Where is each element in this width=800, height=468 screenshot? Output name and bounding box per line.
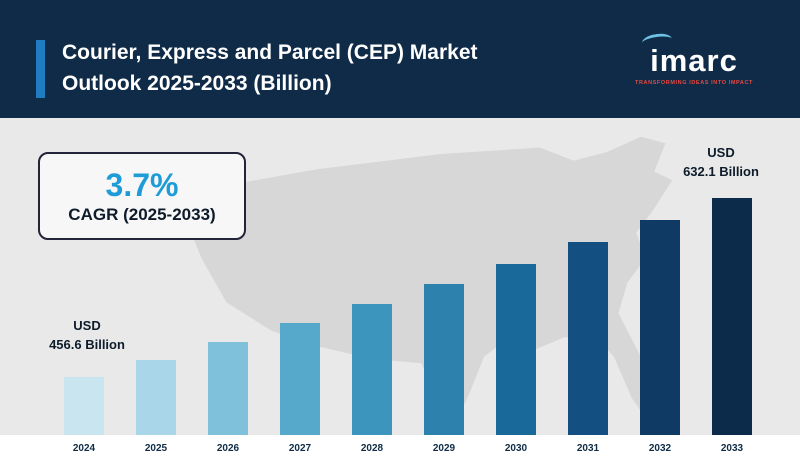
first-bar-value-amount: 456.6 Billion <box>49 337 125 352</box>
bar-2032 <box>640 220 680 435</box>
cagr-box: 3.7% CAGR (2025-2033) <box>38 152 246 240</box>
x-axis-label-2032: 2032 <box>648 443 672 454</box>
logo-text: imarc <box>650 43 738 78</box>
x-axis-label-2031: 2031 <box>576 443 600 454</box>
last-bar-value-currency: USD <box>707 145 735 160</box>
x-axis-label-2024: 2024 <box>72 443 96 454</box>
usa-map-silhouette <box>181 136 673 429</box>
x-axis: 2024 2025 2026 2027 2028 2029 2030 2031 2032 2033 <box>64 435 752 468</box>
cagr-label: CAGR (2025-2033) <box>68 205 216 224</box>
bar-chart <box>64 185 752 435</box>
x-axis-label-2026: 2026 <box>216 443 240 454</box>
bar-2024 <box>64 377 104 435</box>
first-bar-value-currency: USD <box>73 318 101 333</box>
title-accent-bar <box>36 40 45 98</box>
logo-tagline: TRANSFORMING IDEAS INTO IMPACT <box>634 80 754 86</box>
x-axis-label-2030: 2030 <box>504 443 528 454</box>
usa-map-shape <box>181 136 673 429</box>
x-axis-label-2033: 2033 <box>720 443 744 454</box>
x-axis-label-2029: 2029 <box>432 443 456 454</box>
page-title: Courier, Express and Parcel (CEP) Market… <box>62 37 478 99</box>
x-axis-strip <box>0 435 800 468</box>
x-axis-label-2028: 2028 <box>360 443 384 454</box>
x-axis-label-2025: 2025 <box>144 443 168 454</box>
bar-2029 <box>424 284 464 435</box>
cagr-value: 3.7% <box>105 167 179 203</box>
x-axis-label-2027: 2027 <box>288 443 312 454</box>
page-title-line1: Courier, Express and Parcel (CEP) Market <box>62 41 478 64</box>
bar-2031 <box>568 242 608 435</box>
imarc-logo: imarc TRANSFORMING IDEAS INTO IMPACT <box>634 31 754 86</box>
first-bar-value-label: USD 456.6 Billion <box>32 316 142 354</box>
bar-2027 <box>280 323 320 435</box>
header: Courier, Express and Parcel (CEP) Market… <box>0 0 800 118</box>
page-title-line2: Outlook 2025-2033 (Billion) <box>62 72 332 95</box>
last-bar-value-amount: 632.1 Billion <box>683 164 759 179</box>
bar-2033 <box>712 198 752 435</box>
bar-2030 <box>496 264 536 435</box>
bar-2028 <box>352 304 392 435</box>
bar-2025 <box>136 360 176 435</box>
last-bar-value-label: USD 632.1 Billion <box>666 143 776 181</box>
bar-2026 <box>208 342 248 435</box>
